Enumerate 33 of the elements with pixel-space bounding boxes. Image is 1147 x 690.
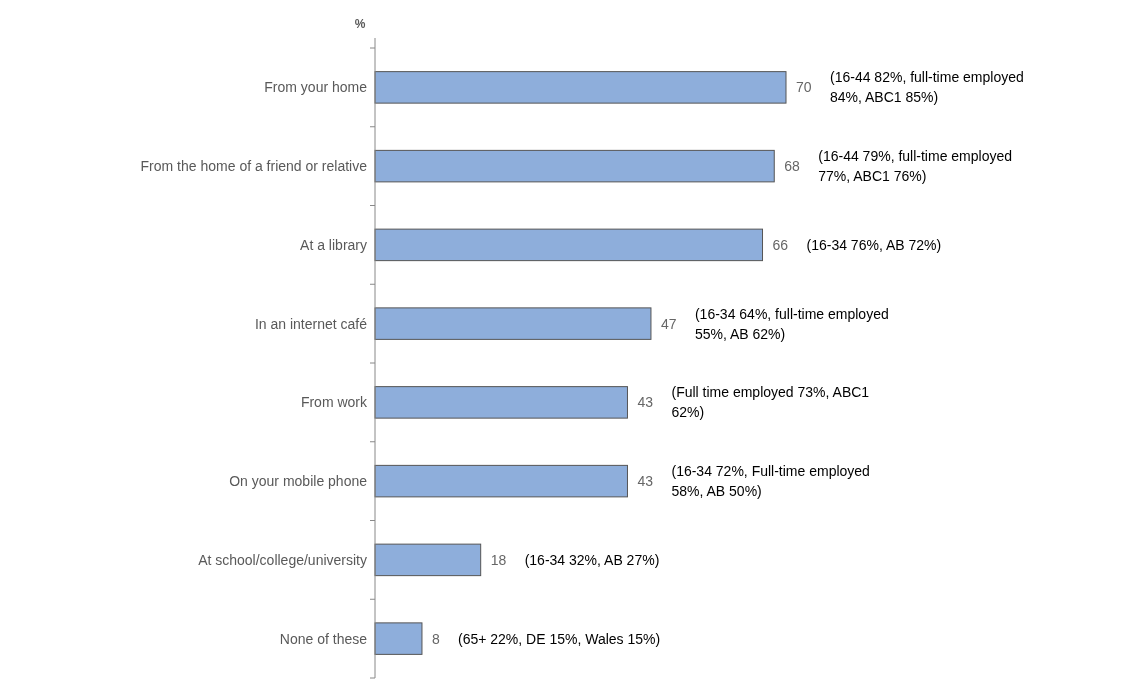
annotation: (65+ 22%, DE 15%, Wales 15%): [457, 630, 661, 647]
text: (16-44 79%, full-time employed 77%, ABC1 76%): [818, 148, 1013, 185]
data-label: 18: [490, 551, 507, 568]
y-tick-label: None of these: [279, 630, 368, 647]
bar: [374, 543, 482, 577]
data-label: 43: [637, 473, 654, 490]
y-tick-label: In an internet café: [254, 315, 368, 332]
data-label: 70: [796, 79, 812, 96]
annotation: (16-34 72%, Full-time employed 58%, AB 50%): [671, 463, 870, 500]
bar: [374, 307, 652, 340]
y-tick-label: At a library: [300, 236, 367, 253]
annotation: (16-34 64%, full-time employed 55%, AB 62%): [694, 305, 889, 342]
bar: [374, 622, 423, 655]
data-label: 47: [660, 315, 677, 332]
data-label: 66: [772, 236, 789, 253]
y-tick-label: From your home: [264, 79, 368, 96]
text: (16-44 82%, full-time employed 84%, ABC1 85%): [830, 69, 1024, 106]
bar: [374, 464, 628, 498]
y-tick-label: At school/college/university: [198, 551, 367, 568]
y-axis-title: %: [354, 17, 366, 31]
y-tick-label: From the home of a friend or relative: [140, 158, 368, 175]
y-tick-label: On your mobile phone: [229, 473, 368, 490]
data-label: 43: [637, 394, 654, 411]
y-tick-label: From work: [300, 394, 368, 411]
data-label: 68: [784, 158, 801, 175]
bar: [374, 386, 628, 419]
data-label: 8: [431, 630, 440, 647]
annotation: (16-34 32%, AB 27%): [524, 551, 660, 568]
bar: [374, 71, 787, 104]
annotation: (Full time employed 73%, ABC1 62%): [671, 384, 870, 421]
bar: [374, 228, 764, 262]
text: (16-34 76%, AB 72%): [806, 236, 942, 253]
bar: [374, 149, 775, 183]
